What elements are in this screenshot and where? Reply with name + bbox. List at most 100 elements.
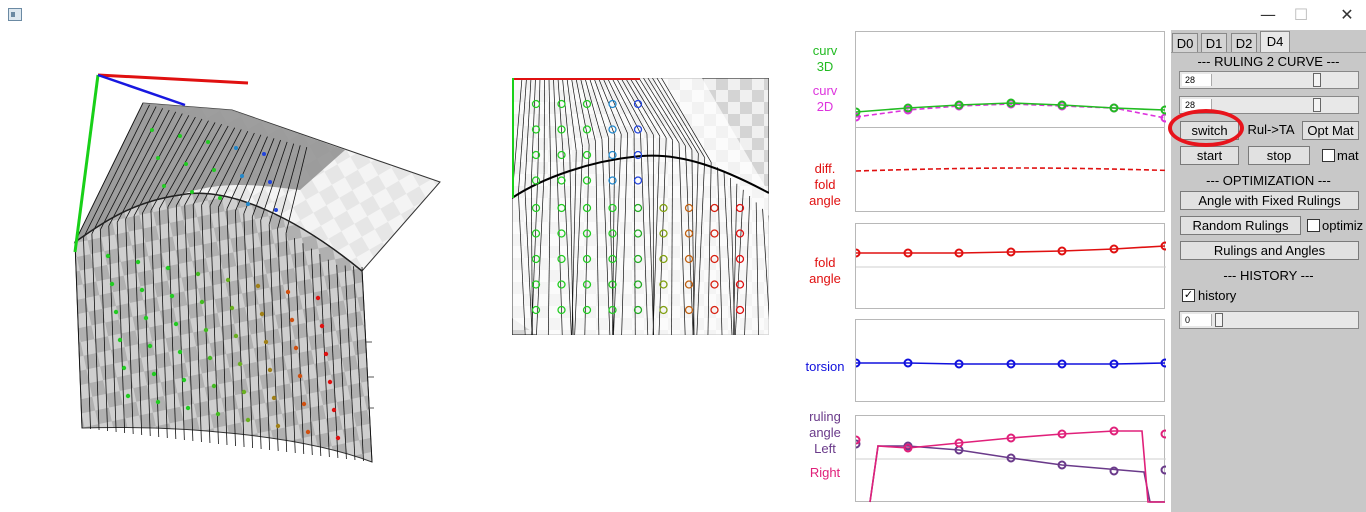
ruling-line bbox=[646, 133, 654, 335]
tab-d1[interactable]: D1 bbox=[1201, 33, 1227, 52]
ruling-line bbox=[620, 78, 654, 135]
point-marker bbox=[710, 229, 719, 238]
stop-button[interactable]: stop bbox=[1248, 146, 1310, 165]
point-marker bbox=[659, 305, 668, 315]
point-marker bbox=[215, 411, 221, 417]
point-marker bbox=[237, 361, 243, 367]
opt-mat-button[interactable]: Opt Mat bbox=[1302, 121, 1359, 140]
point-marker bbox=[184, 162, 188, 166]
point-marker bbox=[255, 283, 261, 289]
curv-2d-line-marker bbox=[1160, 113, 1170, 123]
ruling-line bbox=[696, 157, 706, 335]
fold-angle-line bbox=[856, 245, 1166, 254]
ruling-line bbox=[260, 220, 271, 451]
point-marker bbox=[684, 254, 694, 264]
ruling-lines-2d bbox=[512, 78, 769, 335]
point-marker bbox=[262, 152, 266, 156]
ruling-slider-1[interactable]: 28 bbox=[1179, 71, 1359, 89]
ruling-line bbox=[302, 243, 313, 456]
3d-view[interactable] bbox=[0, 30, 500, 510]
point-marker bbox=[531, 254, 541, 264]
label-curv-3d: curv 3D bbox=[812, 43, 838, 74]
ruling-line bbox=[755, 202, 759, 335]
ruling-line bbox=[678, 142, 686, 335]
ruling-line bbox=[629, 78, 667, 139]
point-marker bbox=[319, 323, 325, 329]
rulings-and-angles-button[interactable]: Rulings and Angles bbox=[1180, 241, 1359, 260]
ruling-line bbox=[353, 266, 364, 462]
ruling-line bbox=[744, 195, 751, 335]
history-slider-thumb[interactable] bbox=[1215, 313, 1223, 327]
ruling-line bbox=[209, 131, 249, 207]
ruling-line bbox=[294, 238, 305, 455]
2d-view[interactable] bbox=[512, 78, 769, 335]
ruling-slider-2[interactable]: 28 bbox=[1179, 96, 1359, 114]
slider-2-thumb[interactable] bbox=[1313, 98, 1321, 112]
ruling-line bbox=[571, 78, 584, 148]
point-marker bbox=[315, 295, 321, 301]
ruling-line bbox=[167, 122, 216, 208]
fold-angle-line-marker bbox=[954, 248, 964, 258]
point-marker bbox=[633, 280, 643, 289]
point-marker bbox=[557, 176, 566, 185]
point-marker bbox=[608, 125, 617, 134]
point-marker bbox=[218, 196, 222, 200]
point-marker bbox=[608, 305, 617, 315]
ruling-line bbox=[692, 153, 699, 335]
history-slider-value: 0 bbox=[1182, 314, 1212, 326]
point-marker bbox=[177, 349, 183, 355]
close-button[interactable]: ✕ bbox=[1340, 5, 1354, 24]
point-marker bbox=[285, 289, 291, 295]
point-marker bbox=[608, 229, 617, 238]
tab-d4[interactable]: D4 bbox=[1260, 31, 1290, 52]
point-marker bbox=[271, 395, 277, 401]
angle-with-fixed-rulings-button[interactable]: Angle with Fixed Rulings bbox=[1180, 191, 1359, 210]
ruling-line bbox=[547, 167, 551, 335]
ruling-line bbox=[656, 78, 706, 158]
point-marker bbox=[109, 281, 115, 287]
point-marker bbox=[531, 99, 541, 109]
point-marker bbox=[531, 176, 541, 185]
app-icon bbox=[8, 8, 22, 21]
edge-ticks bbox=[366, 341, 374, 409]
ruling-line bbox=[536, 172, 545, 335]
minimize-button[interactable]: — bbox=[1260, 5, 1276, 24]
ruling-right-line bbox=[869, 430, 1165, 503]
point-marker bbox=[147, 343, 153, 349]
ruling-line bbox=[91, 233, 100, 431]
tab-d0[interactable]: D0 bbox=[1172, 33, 1198, 52]
point-marker bbox=[305, 429, 311, 435]
slider-1-thumb[interactable] bbox=[1313, 73, 1321, 87]
tab-d2[interactable]: D2 bbox=[1231, 33, 1257, 52]
ruling-line bbox=[327, 259, 339, 459]
history-checkbox[interactable]: ✓ bbox=[1182, 289, 1195, 302]
random-rulings-button[interactable]: Random Rulings bbox=[1180, 216, 1301, 235]
ruling-line bbox=[611, 78, 641, 134]
ruling-line bbox=[336, 264, 347, 460]
rul-to-ta-button[interactable]: Rul->TA bbox=[1247, 122, 1295, 137]
ruling-right-marker bbox=[1109, 426, 1119, 436]
ruling-line bbox=[643, 78, 686, 147]
maximize-button[interactable]: ☐ bbox=[1293, 5, 1309, 24]
point-marker bbox=[156, 156, 160, 160]
ruling-line bbox=[613, 134, 622, 335]
point-marker bbox=[633, 254, 643, 264]
point-marker bbox=[105, 253, 111, 259]
start-button[interactable]: start bbox=[1180, 146, 1239, 165]
point-marker bbox=[165, 265, 171, 271]
point-marker bbox=[203, 327, 209, 333]
ruling-line bbox=[175, 205, 185, 441]
label-ruling-angle-left: ruling angle Left bbox=[809, 409, 841, 456]
ruling-line bbox=[518, 78, 527, 193]
ruling-line bbox=[218, 132, 255, 208]
fold-angle-line-marker bbox=[1057, 246, 1067, 256]
ruling-line bbox=[530, 78, 536, 183]
point-marker bbox=[633, 125, 643, 134]
point-marker bbox=[633, 229, 643, 238]
ruling-line bbox=[175, 123, 222, 206]
mat-checkbox[interactable] bbox=[1322, 149, 1335, 162]
ruling-line bbox=[671, 140, 673, 335]
history-header: --- HISTORY --- bbox=[1223, 268, 1314, 283]
optimiz-checkbox[interactable] bbox=[1307, 219, 1320, 232]
history-slider[interactable]: 0 bbox=[1179, 311, 1359, 329]
